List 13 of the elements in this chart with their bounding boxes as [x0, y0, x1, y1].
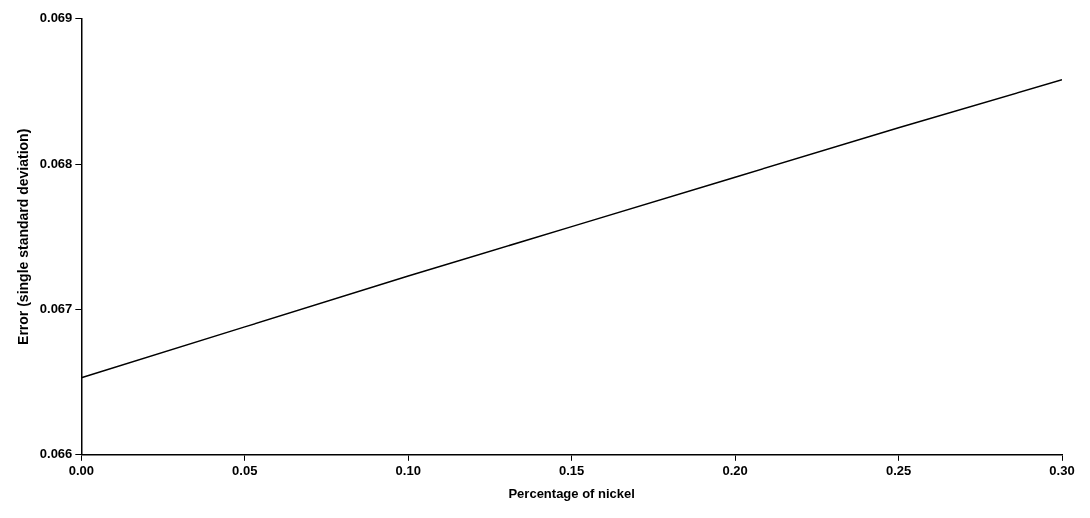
y-tick-label: 0.069 — [39, 10, 73, 26]
x-tick-label: 0.15 — [559, 463, 585, 479]
x-tick-label: 0.20 — [722, 463, 748, 479]
y-tick-label: 0.066 — [39, 446, 73, 462]
x-tick-label: 0.10 — [395, 463, 421, 479]
x-tick-label: 0.30 — [1049, 463, 1075, 479]
x-tick-label: 0.05 — [232, 463, 258, 479]
y-axis-title: Error (single standard deviation) — [15, 128, 32, 345]
x-tick-label: 0.00 — [68, 463, 94, 479]
x-axis-title: Percentage of nickel — [508, 485, 635, 501]
y-tick-label: 0.068 — [39, 155, 73, 171]
x-tick-label: 0.25 — [885, 463, 912, 479]
y-tick-label: 0.067 — [39, 301, 73, 317]
